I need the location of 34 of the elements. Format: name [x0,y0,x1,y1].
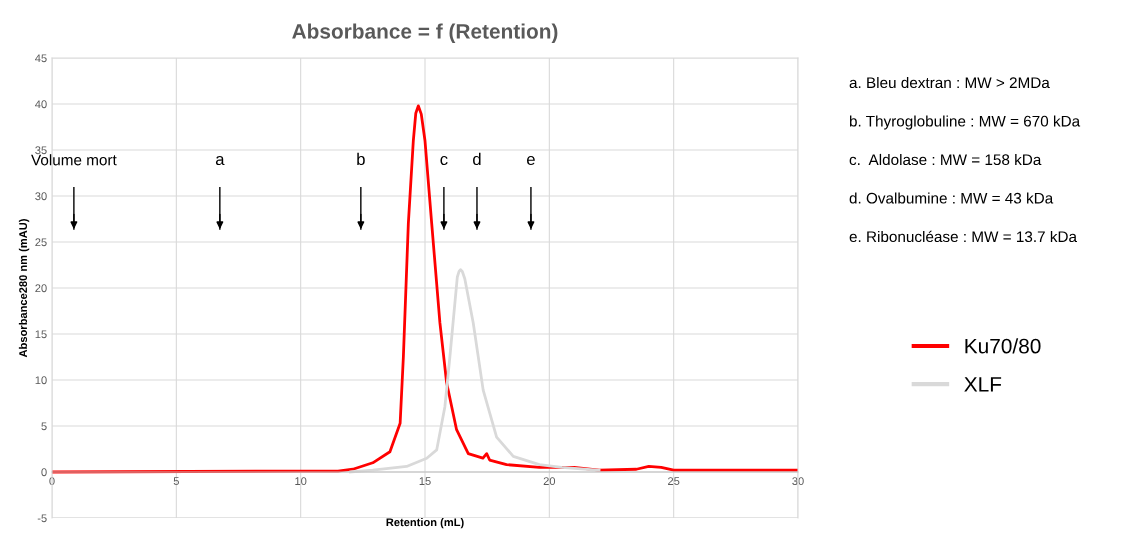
text: c. Aldolase : MW = 158 kDa [849,153,1042,166]
y-tick-label: 20 [35,284,47,293]
x-tick-label: 5 [173,477,179,486]
ref-line-label: a [215,155,225,166]
ref-line-label: d [473,152,481,166]
y-tick-label: 25 [35,238,47,247]
ref-line-label: e [527,155,535,166]
x-tick-label: 25 [668,477,680,486]
text: b. Thyroglobuline : MW = 670 kDa [849,115,1081,130]
ref-line-label: c [440,155,448,166]
x-tick-label: 0 [49,477,55,486]
ref-line-label: Volume mort [31,154,117,166]
y-tick-label: 15 [35,330,47,339]
x-axis-title: Retention (mL) [386,518,464,529]
y-tick-label: 10 [35,376,47,385]
text: d. Ovalbumine : MW = 43 kDa [849,192,1054,204]
text: a. Bleu dextran : MW > 2MDa [849,76,1050,89]
x-tick-label: 30 [792,477,804,486]
legend-label: Ku70/80 [965,338,1041,354]
y-tick-label: 30 [35,192,47,201]
y-axis-title: Absorbance280 nm (mAU) [18,219,30,358]
y-tick-label: 40 [35,100,47,109]
y-tick-label: 45 [35,54,47,63]
y-tick-label: 35 [35,146,47,155]
x-tick-label: 20 [543,477,556,486]
x-tick-label: 10 [295,477,307,486]
x-tick-label: 15 [419,477,431,486]
y-tick-label: 0 [41,468,47,477]
text: e. Ribonucléase : MW = 13.7 kDa [849,230,1077,243]
legend-label: XLF [964,377,1002,392]
ref-line-label: b [357,152,365,166]
y-tick-label: -5 [37,514,47,523]
chart-title: Absorbance = f (Retention) [292,23,558,43]
y-tick-label: 5 [41,422,47,431]
